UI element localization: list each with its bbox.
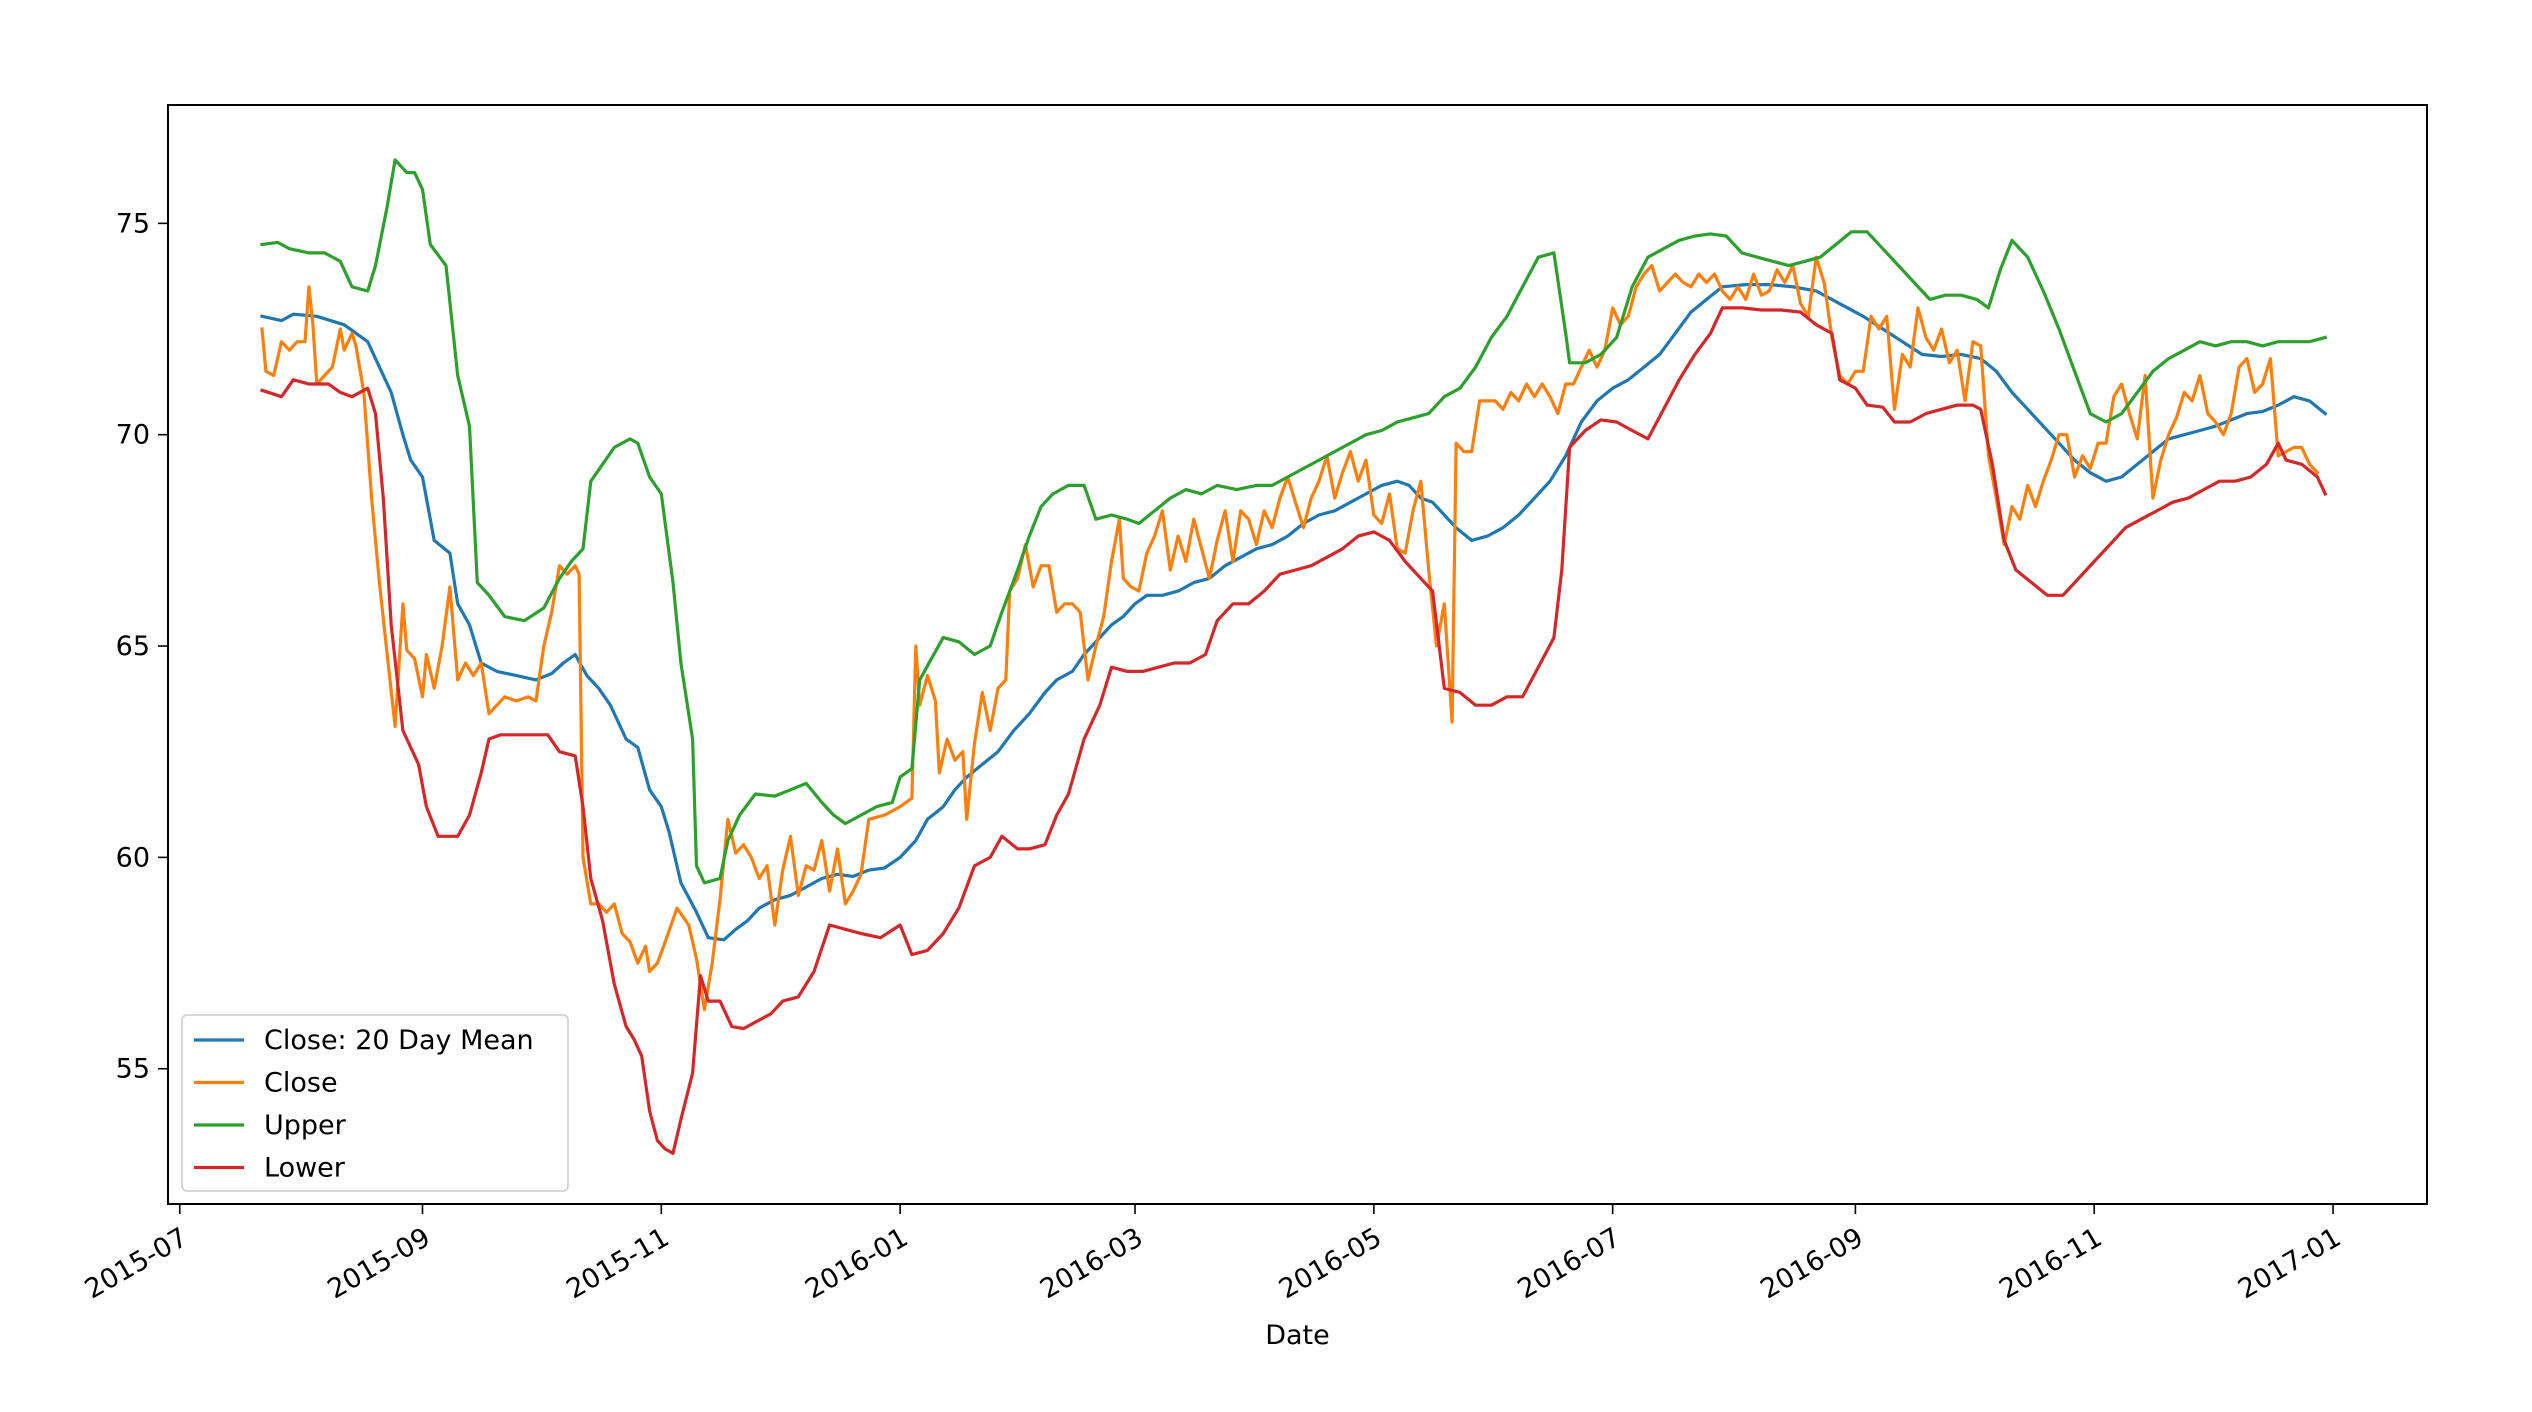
legend-label-lower: Lower bbox=[264, 1153, 346, 1184]
legend-label-upper: Upper bbox=[264, 1110, 347, 1141]
series-line-lower bbox=[259, 306, 2328, 1155]
series-layer bbox=[259, 158, 2328, 1155]
series-line-close bbox=[260, 255, 2320, 1012]
y-axis: 55 60 65 70 75 bbox=[116, 208, 168, 1085]
y-tick-label: 60 bbox=[116, 842, 150, 873]
y-tick-label: 65 bbox=[116, 631, 150, 662]
series-line-upper bbox=[260, 158, 2328, 885]
plot-frame bbox=[167, 104, 2428, 1205]
legend-box bbox=[181, 1014, 569, 1192]
y-tick-label: 75 bbox=[116, 208, 150, 239]
y-tick-label: 55 bbox=[116, 1054, 150, 1085]
x-axis-label: Date bbox=[1265, 1320, 1330, 1351]
legend: Close: 20 Day Mean Close Upper Lower bbox=[181, 1014, 569, 1192]
legend-label-close: Close bbox=[264, 1068, 338, 1099]
legend-label-close-20-day-mean: Close: 20 Day Mean bbox=[264, 1025, 534, 1056]
y-tick-label: 70 bbox=[116, 420, 150, 451]
